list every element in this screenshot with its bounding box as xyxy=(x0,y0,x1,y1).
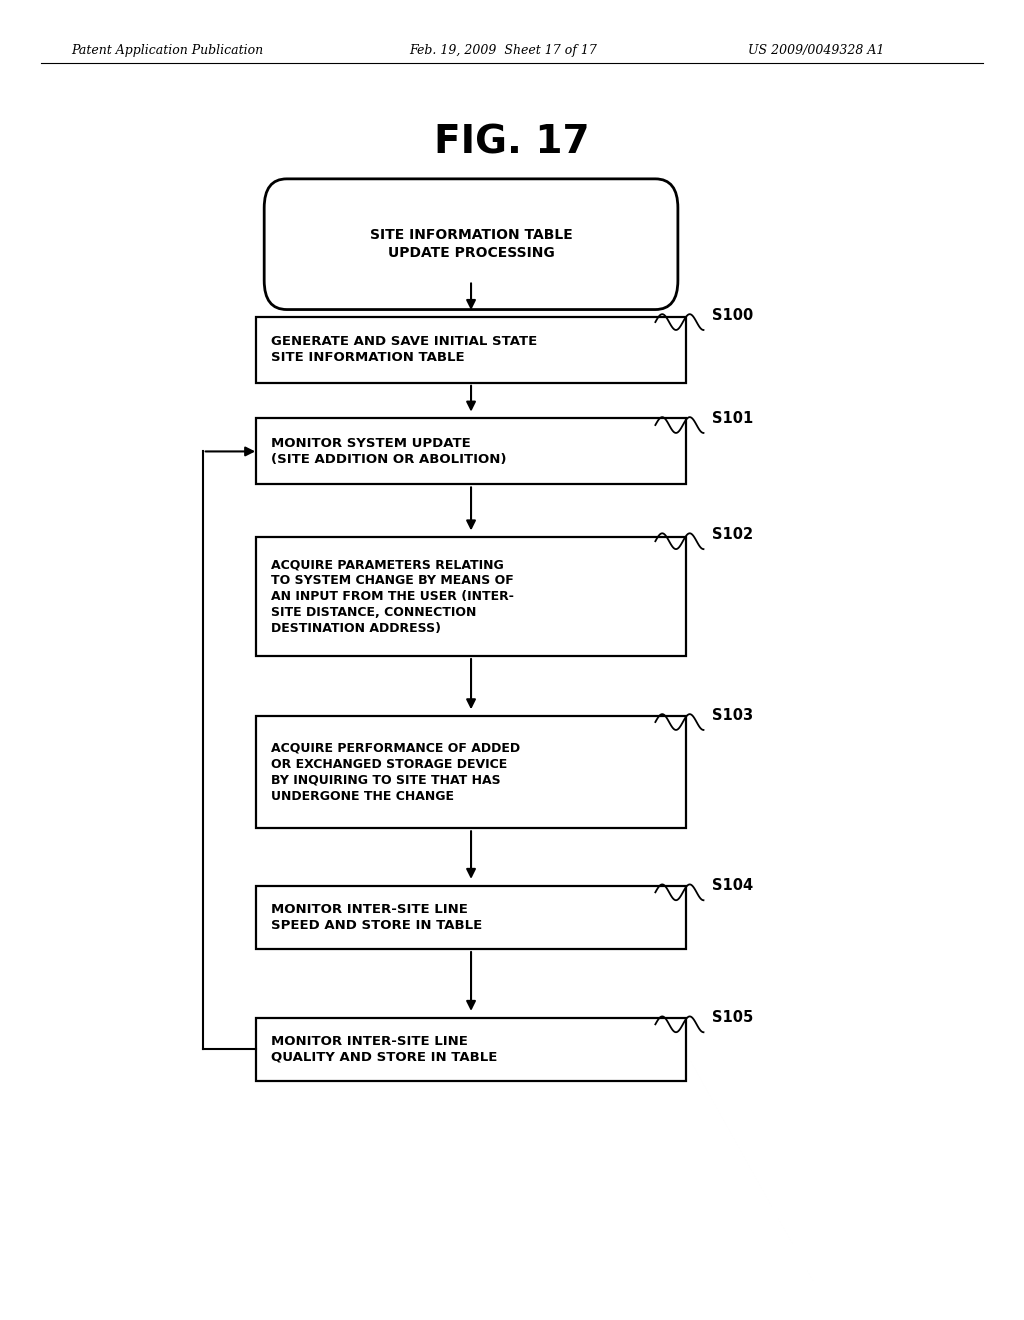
Text: S102: S102 xyxy=(712,527,753,543)
Text: MONITOR INTER-SITE LINE
QUALITY AND STORE IN TABLE: MONITOR INTER-SITE LINE QUALITY AND STOR… xyxy=(271,1035,498,1064)
Text: US 2009/0049328 A1: US 2009/0049328 A1 xyxy=(748,44,884,57)
Text: MONITOR INTER-SITE LINE
SPEED AND STORE IN TABLE: MONITOR INTER-SITE LINE SPEED AND STORE … xyxy=(271,903,482,932)
Bar xyxy=(256,317,686,383)
Text: Patent Application Publication: Patent Application Publication xyxy=(72,44,264,57)
Bar xyxy=(256,715,686,829)
FancyBboxPatch shape xyxy=(264,180,678,310)
Text: S101: S101 xyxy=(712,411,753,426)
Text: ACQUIRE PERFORMANCE OF ADDED
OR EXCHANGED STORAGE DEVICE
BY INQUIRING TO SITE TH: ACQUIRE PERFORMANCE OF ADDED OR EXCHANGE… xyxy=(271,742,520,803)
Text: MONITOR SYSTEM UPDATE
(SITE ADDITION OR ABOLITION): MONITOR SYSTEM UPDATE (SITE ADDITION OR … xyxy=(271,437,507,466)
Text: S100: S100 xyxy=(712,308,753,323)
Bar xyxy=(256,418,686,484)
Bar xyxy=(256,537,686,656)
Text: Feb. 19, 2009  Sheet 17 of 17: Feb. 19, 2009 Sheet 17 of 17 xyxy=(410,44,597,57)
Text: GENERATE AND SAVE INITIAL STATE
SITE INFORMATION TABLE: GENERATE AND SAVE INITIAL STATE SITE INF… xyxy=(271,335,538,364)
Text: FIG. 17: FIG. 17 xyxy=(434,124,590,161)
Text: ACQUIRE PARAMETERS RELATING
TO SYSTEM CHANGE BY MEANS OF
AN INPUT FROM THE USER : ACQUIRE PARAMETERS RELATING TO SYSTEM CH… xyxy=(271,558,514,635)
Bar xyxy=(256,886,686,949)
Text: SITE INFORMATION TABLE
UPDATE PROCESSING: SITE INFORMATION TABLE UPDATE PROCESSING xyxy=(370,228,572,260)
Text: S103: S103 xyxy=(712,708,753,723)
Text: S105: S105 xyxy=(712,1010,753,1026)
Text: S104: S104 xyxy=(712,878,753,894)
Bar xyxy=(256,1018,686,1081)
